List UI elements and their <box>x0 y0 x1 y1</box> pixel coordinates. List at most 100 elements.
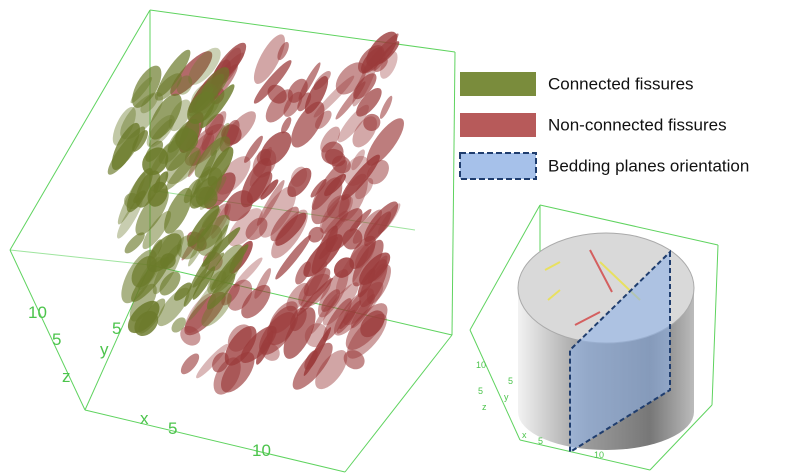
connected-fissure <box>132 130 148 152</box>
legend: Connected fissures Non-connected fissure… <box>459 72 749 180</box>
non-connected-fissure <box>283 307 316 359</box>
non-connected-fissure <box>256 148 271 165</box>
connected-fissure <box>199 176 227 210</box>
non-connected-fissure <box>364 211 392 247</box>
legend-swatch <box>460 113 536 137</box>
connected-fissure <box>165 118 200 171</box>
non-connected-fissure <box>339 300 362 330</box>
axis-label: x <box>140 409 149 428</box>
non-connected-fissure <box>327 195 350 219</box>
non-connected-fissure <box>341 154 380 201</box>
non-connected-fissure <box>313 75 355 118</box>
axis-label: 10 <box>594 450 604 460</box>
non-connected-fissure <box>204 113 224 136</box>
non-connected-fissure <box>333 257 355 278</box>
axis-label: 5 <box>168 419 177 438</box>
connected-fissure <box>195 186 218 209</box>
non-connected-fissure <box>311 225 338 274</box>
connected-fissure <box>200 84 235 129</box>
non-connected-fissure <box>308 226 324 243</box>
connected-fissure <box>120 92 164 140</box>
axis-label: 5 <box>508 376 513 386</box>
non-connected-fissure <box>253 60 292 104</box>
non-connected-fissure <box>291 101 325 148</box>
axis-label: y <box>504 392 509 402</box>
connected-fissure <box>112 106 136 146</box>
non-connected-fissure <box>287 78 308 103</box>
connected-fissure <box>150 239 163 259</box>
non-connected-fissure <box>325 148 346 167</box>
non-connected-fissure <box>317 269 349 318</box>
connected-fissure <box>124 232 145 254</box>
non-connected-fissure <box>259 186 297 238</box>
non-connected-fissure <box>351 149 365 171</box>
non-connected-fissure <box>357 268 376 298</box>
axis-label: 5 <box>52 330 61 349</box>
non-connected-fissure <box>353 73 377 100</box>
left-axis-labels: 10 5 z y 5 x 5 10 <box>28 303 271 460</box>
axis-label: x <box>522 430 527 440</box>
non-connected-fissure <box>315 350 348 390</box>
non-connected-fissure <box>343 350 365 370</box>
non-connected-fissure <box>275 235 311 280</box>
legend-swatch <box>460 72 536 96</box>
non-connected-fissure <box>180 325 201 346</box>
connected-fissure <box>111 122 140 170</box>
connected-fissure <box>197 214 230 250</box>
connected-fissure <box>142 147 169 176</box>
connected-fissure <box>211 244 249 290</box>
connected-fissure <box>171 317 186 333</box>
non-connected-fissure <box>254 268 272 299</box>
connected-fissure <box>116 197 143 239</box>
non-connected-fissure <box>246 171 273 204</box>
non-connected-fissure <box>300 261 328 311</box>
connected-fissure <box>140 93 159 114</box>
non-connected-fissure <box>241 284 271 319</box>
non-connected-fissure <box>321 289 341 312</box>
non-connected-fissure <box>227 208 263 247</box>
connected-fissure <box>192 266 216 300</box>
non-connected-fissure <box>275 212 307 246</box>
connected-fissure <box>132 65 162 108</box>
non-connected-fissure <box>297 92 312 112</box>
non-connected-fissure <box>310 293 338 334</box>
legend-swatch <box>459 152 537 180</box>
non-connected-fissure <box>221 283 240 306</box>
non-connected-fissure <box>244 135 263 163</box>
right-axis-labels: 10 5 z 5 y x 5 10 <box>476 360 604 460</box>
connected-fissure <box>183 254 212 307</box>
non-connected-fissure <box>287 167 312 198</box>
non-connected-fissure <box>286 282 309 312</box>
non-connected-fissure <box>188 129 213 178</box>
non-connected-fissure <box>245 217 268 241</box>
non-connected-fissure <box>224 190 253 222</box>
legend-label: Connected fissures <box>548 74 694 93</box>
connected-fissure <box>194 149 218 195</box>
connected-fissure <box>131 257 170 302</box>
non-connected-fissure <box>322 282 359 326</box>
non-connected-fissure <box>267 84 287 104</box>
connected-fissure <box>129 283 157 322</box>
non-connected-fissure <box>216 156 251 195</box>
non-connected-fissure <box>253 34 285 84</box>
connected-fissure <box>173 282 192 301</box>
connected-fissure <box>142 210 172 250</box>
axis-label: 5 <box>112 319 121 338</box>
non-connected-fissure <box>322 298 352 341</box>
axis-label: 5 <box>478 386 483 396</box>
connected-fissure <box>201 227 241 267</box>
non-connected-fissure <box>355 177 374 200</box>
non-connected-fissure <box>352 239 384 287</box>
connected-fissure <box>152 244 182 295</box>
non-connected-fissure <box>314 110 332 129</box>
legend-label: Bedding planes orientation <box>548 156 749 175</box>
non-connected-fissure <box>311 160 347 210</box>
non-connected-fissure <box>366 118 404 166</box>
connected-fissure <box>134 311 159 337</box>
connected-fissure <box>195 86 214 113</box>
legend-label: Non-connected fissures <box>548 115 727 134</box>
non-connected-fissure <box>266 305 299 346</box>
axis-label: z <box>62 367 71 386</box>
connected-fissure <box>164 187 193 234</box>
